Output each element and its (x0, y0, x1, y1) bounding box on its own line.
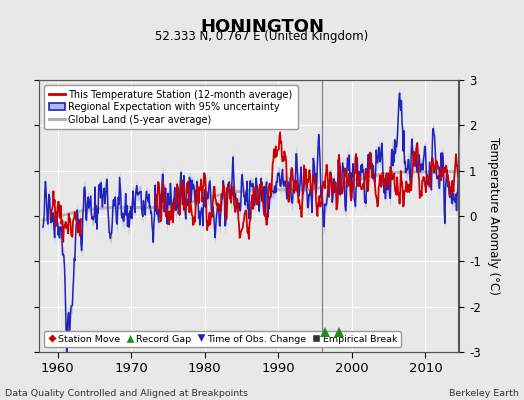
Text: Berkeley Earth: Berkeley Earth (449, 389, 519, 398)
Text: Data Quality Controlled and Aligned at Breakpoints: Data Quality Controlled and Aligned at B… (5, 389, 248, 398)
Text: HONINGTON: HONINGTON (200, 18, 324, 36)
Text: 52.333 N, 0.767 E (United Kingdom): 52.333 N, 0.767 E (United Kingdom) (156, 30, 368, 43)
Legend: Station Move, Record Gap, Time of Obs. Change, Empirical Break: Station Move, Record Gap, Time of Obs. C… (44, 331, 401, 347)
Y-axis label: Temperature Anomaly (°C): Temperature Anomaly (°C) (487, 137, 500, 295)
